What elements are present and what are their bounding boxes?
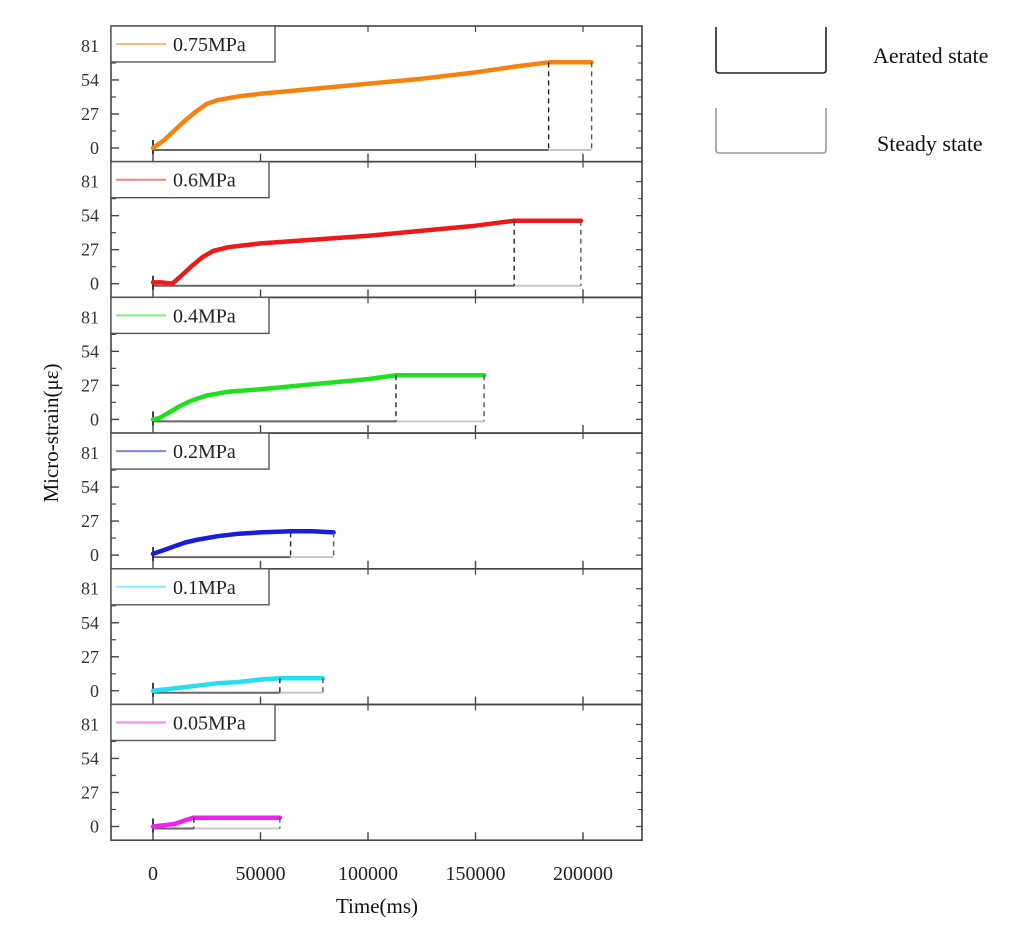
y-tick-label: 54 [81, 206, 99, 226]
x-axis-title: Time(ms) [336, 894, 418, 918]
y-tick-label: 81 [81, 307, 99, 327]
legend-label: 0.4MPa [173, 305, 236, 327]
y-tick-label: 27 [81, 240, 99, 260]
legend-label: 0.6MPa [173, 170, 236, 192]
x-tick-label: 0 [148, 863, 158, 885]
y-tick-label: 54 [81, 748, 99, 768]
legend-0.75MPa: 0.75MPa [110, 25, 276, 63]
chart-panels: 0 27 54 81 0.75MPa 0 27 54 81 0.6MPa 0 27 54 81 0.4MPa… [81, 25, 643, 841]
aerated-state-label: Aerated state [873, 43, 988, 68]
panel-0.05MPa: 0 27 54 81 0.05MPa [81, 703, 643, 841]
x-tick-label: 150000 [446, 863, 506, 885]
panel-0.75MPa: 0 27 54 81 0.75MPa [81, 25, 643, 163]
series-line-0.05MPa [150, 815, 283, 829]
steady-state-label: Steady state [877, 131, 983, 156]
legend-0.05MPa: 0.05MPa [110, 703, 276, 742]
y-tick-label: 81 [81, 714, 99, 734]
y-tick-label: 81 [81, 36, 99, 56]
series-line-0.75MPa [150, 60, 594, 151]
y-tick-label: 27 [81, 104, 99, 124]
legend-label: 0.75MPa [173, 34, 246, 56]
state-key-legend: Aerated state Steady state [715, 27, 988, 156]
y-tick-label: 54 [81, 341, 99, 361]
y-tick-label: 27 [81, 647, 99, 667]
y-tick-label: 54 [81, 477, 99, 497]
legend-label: 0.1MPa [173, 577, 236, 599]
series-line-0.2MPa [150, 528, 336, 557]
y-tick-label: 0 [90, 545, 99, 565]
legend-0.6MPa: 0.6MPa [110, 160, 270, 199]
series-line-0.6MPa [150, 218, 584, 286]
series-line-0.4MPa [150, 373, 487, 422]
y-tick-label: 54 [81, 70, 99, 90]
x-tick-label: 100000 [338, 863, 398, 885]
legend-0.2MPa: 0.2MPa [110, 432, 270, 470]
y-tick-label: 0 [90, 681, 99, 701]
y-tick-label: 81 [81, 172, 99, 192]
legend-0.1MPa: 0.1MPa [110, 568, 270, 606]
panel-0.4MPa: 0 27 54 81 0.4MPa [81, 296, 643, 434]
panel-0.2MPa: 0 27 54 81 0.2MPa [81, 432, 643, 570]
x-tick-label: 200000 [553, 863, 613, 885]
y-tick-label: 0 [90, 138, 99, 158]
aerated-state-bracket-icon [715, 27, 827, 74]
y-tick-label: 81 [81, 579, 99, 599]
panel-0.6MPa: 0 27 54 81 0.6MPa [81, 160, 643, 299]
series-line-0.1MPa [150, 675, 326, 694]
steady-state-bracket-icon [715, 108, 827, 154]
y-tick-label: 81 [81, 443, 99, 463]
y-tick-label: 0 [90, 409, 99, 429]
y-tick-label: 0 [90, 274, 99, 294]
legend-label: 0.05MPa [173, 713, 246, 735]
panel-frame [110, 703, 643, 841]
legend-0.4MPa: 0.4MPa [110, 296, 270, 335]
x-tick-label: 50000 [236, 863, 286, 885]
y-tick-label: 27 [81, 375, 99, 395]
x-axis: 0 50000 100000 150000 200000 [148, 863, 613, 885]
y-tick-label: 27 [81, 511, 99, 531]
legend-label: 0.2MPa [173, 441, 236, 463]
panel-0.1MPa: 0 27 54 81 0.1MPa [81, 567, 643, 706]
y-tick-label: 0 [90, 817, 99, 837]
y-tick-label: 27 [81, 782, 99, 802]
y-tick-label: 54 [81, 613, 99, 633]
y-axis-title: Micro-strain(με) [39, 363, 63, 502]
